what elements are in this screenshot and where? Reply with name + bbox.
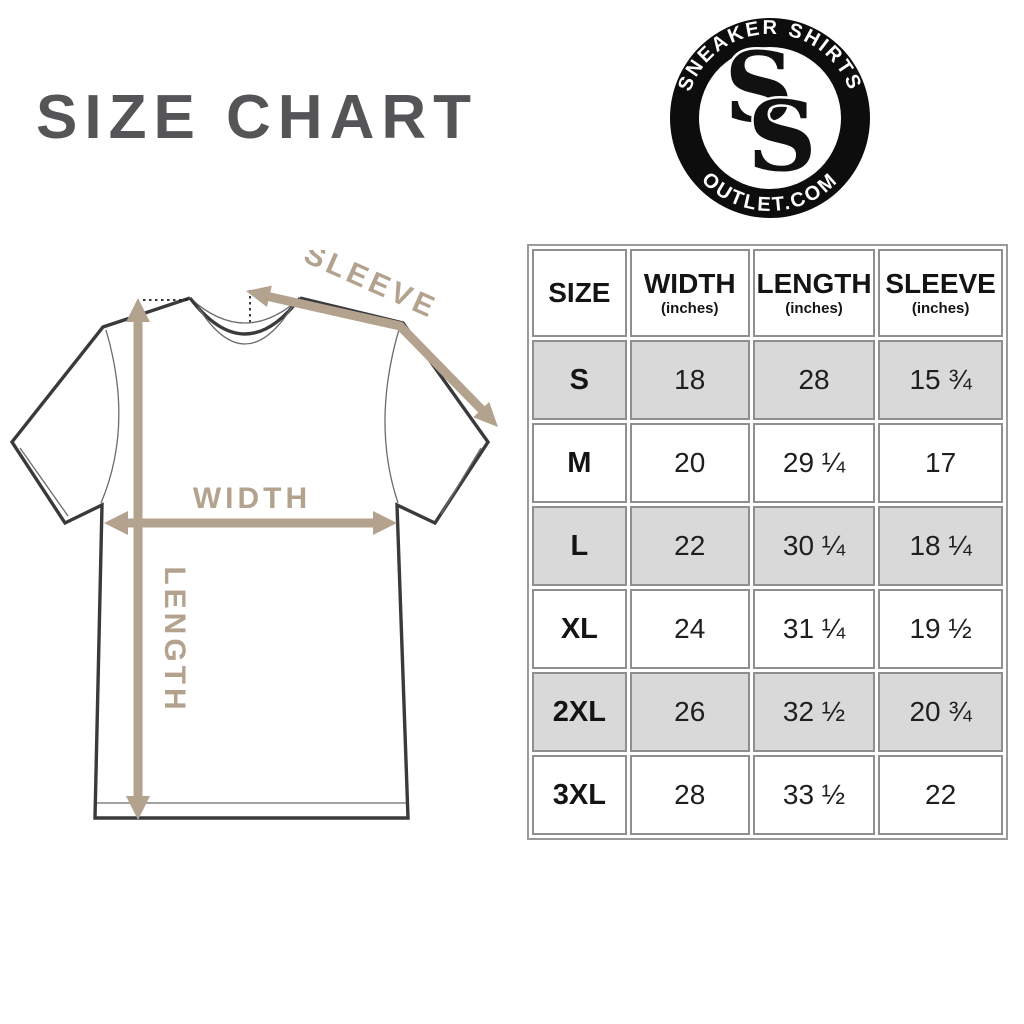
logo-ss-monogram: S S bbox=[722, 29, 819, 196]
column-header-width-unit: (inches) bbox=[661, 299, 719, 317]
width-arrow bbox=[104, 511, 397, 535]
logo-inner-circle bbox=[699, 47, 841, 189]
tshirt-left-armhole-seam bbox=[100, 329, 120, 504]
size-label: M bbox=[532, 423, 627, 503]
sleeve-value: 19 ½ bbox=[878, 589, 1003, 669]
tshirt-collar-band bbox=[188, 296, 302, 336]
length-value: 32 ½ bbox=[752, 672, 876, 752]
size-table-row-3xl: 3XL 28 33 ½ 22 bbox=[532, 755, 1003, 835]
size-table-body: S 18 28 15 ¾ M 20 29 ¼ 17 L 22 30 ¼ 18 ¼ XL 24 31 ¼ 19 … bbox=[532, 340, 1003, 835]
tshirt-outline bbox=[9, 296, 491, 820]
svg-text:S: S bbox=[724, 31, 793, 144]
width-value: 28 bbox=[629, 755, 750, 835]
width-label: WIDTH bbox=[193, 482, 311, 515]
length-label: LENGTH bbox=[158, 566, 191, 713]
width-value: 24 bbox=[629, 589, 750, 669]
length-value: 33 ½ bbox=[752, 755, 876, 835]
size-label: XL bbox=[532, 589, 627, 669]
column-header-width: WIDTH (inches) bbox=[629, 249, 750, 337]
sleeve-arrow bbox=[246, 285, 498, 427]
width-value: 18 bbox=[629, 340, 750, 420]
tshirt-left-cuff-seam bbox=[19, 447, 69, 517]
brand-logo: SNEAKER SHIRTS OUTLET.COM S S bbox=[670, 17, 870, 218]
size-label: L bbox=[532, 506, 627, 586]
length-value: 30 ¼ bbox=[752, 506, 876, 586]
sleeve-value: 17 bbox=[878, 423, 1003, 503]
svg-text:S: S bbox=[747, 80, 816, 193]
length-value: 29 ¼ bbox=[752, 423, 876, 503]
sleeve-value: 20 ¾ bbox=[878, 672, 1003, 752]
size-label: 3XL bbox=[532, 755, 627, 835]
sleeve-value: 22 bbox=[878, 755, 1003, 835]
column-header-length: LENGTH (inches) bbox=[752, 249, 876, 337]
sleeve-value: 15 ¾ bbox=[878, 340, 1003, 420]
width-value: 26 bbox=[629, 672, 750, 752]
column-header-width-label: WIDTH bbox=[643, 268, 736, 300]
tshirt-back-collar-line bbox=[189, 297, 301, 324]
length-arrow bbox=[126, 298, 150, 820]
tshirt-collar-inner-shadow bbox=[197, 306, 293, 345]
length-value: 31 ¼ bbox=[752, 589, 876, 669]
size-table: SIZE WIDTH (inches) LENGTH (inches) SLEE… bbox=[527, 244, 1008, 840]
column-header-length-unit: (inches) bbox=[785, 299, 843, 317]
column-header-length-label: LENGTH bbox=[756, 268, 872, 300]
size-table-row-xl: XL 24 31 ¼ 19 ½ bbox=[532, 589, 1003, 669]
sleeve-value: 18 ¼ bbox=[878, 506, 1003, 586]
size-label: 2XL bbox=[532, 672, 627, 752]
column-header-sleeve: SLEEVE (inches) bbox=[878, 249, 1003, 337]
tshirt-right-cuff-seam bbox=[440, 447, 482, 515]
size-table-row-s: S 18 28 15 ¾ bbox=[532, 340, 1003, 420]
column-header-sleeve-unit: (inches) bbox=[911, 299, 970, 317]
column-header-size-label: SIZE bbox=[548, 277, 611, 309]
page-title: SIZE CHART bbox=[36, 83, 478, 152]
size-table-header-row: SIZE WIDTH (inches) LENGTH (inches) SLEE… bbox=[532, 249, 1003, 337]
tshirt-right-armhole-seam bbox=[384, 325, 401, 504]
width-value: 22 bbox=[629, 506, 750, 586]
size-table-row-2xl: 2XL 26 32 ½ 20 ¾ bbox=[532, 672, 1003, 752]
size-table-row-m: M 20 29 ¼ 17 bbox=[532, 423, 1003, 503]
width-value: 20 bbox=[629, 423, 750, 503]
tshirt-measurement-diagram: SLEEVE WIDTH LENGTH bbox=[9, 250, 498, 820]
size-label: S bbox=[532, 340, 627, 420]
length-value: 28 bbox=[752, 340, 876, 420]
size-table-row-l: L 22 30 ¼ 18 ¼ bbox=[532, 506, 1003, 586]
column-header-sleeve-label: SLEEVE bbox=[885, 268, 996, 300]
column-header-size: SIZE bbox=[532, 249, 627, 337]
